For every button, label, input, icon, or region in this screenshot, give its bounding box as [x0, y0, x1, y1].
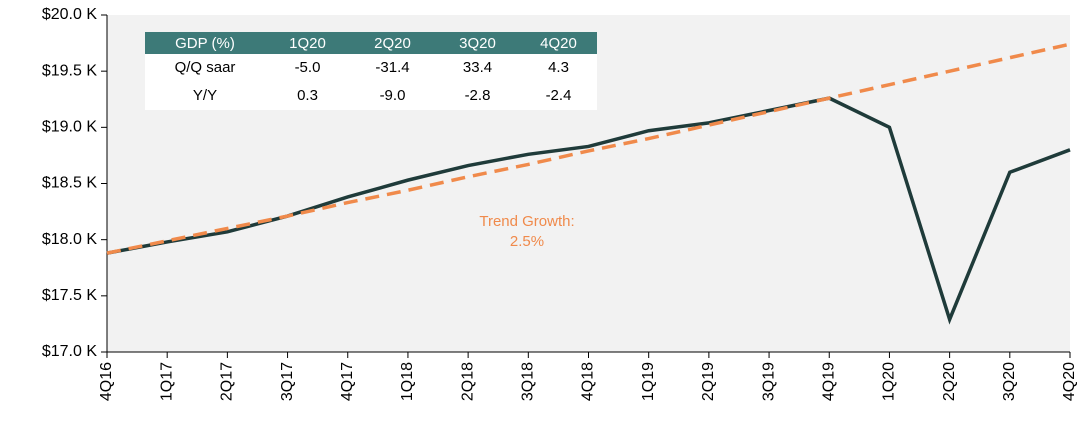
table-header-cell: GDP (%): [175, 35, 235, 52]
x-tick-label: 4Q16: [98, 362, 115, 401]
x-tick-label: 2Q18: [459, 362, 476, 401]
x-tick-label: 4Q19: [820, 362, 837, 401]
annotation: Trend Growth:: [479, 213, 574, 230]
x-tick-label: 2Q20: [941, 362, 958, 401]
y-tick-label: $18.5 K: [42, 175, 97, 192]
table-header: [145, 32, 597, 54]
y-tick-label: $20.0 K: [42, 6, 97, 23]
x-tick-label: 1Q18: [399, 362, 416, 401]
series-line: [106, 42, 1071, 255]
x-tick-label: 4Q20: [1061, 362, 1078, 401]
table-header-cell: 1Q20: [289, 35, 326, 52]
table-cell: -2.8: [465, 87, 491, 104]
table-header-cell: 4Q20: [540, 35, 577, 52]
table-header-cell: 3Q20: [459, 35, 496, 52]
x-tick-label: 2Q19: [700, 362, 717, 401]
x-tick-label: 1Q17: [158, 362, 175, 401]
table-cell: 4.3: [548, 59, 569, 76]
x-tick-label: 4Q17: [339, 362, 356, 401]
table-cell: -9.0: [380, 87, 406, 104]
table-cell: Q/Q saar: [175, 59, 236, 76]
x-tick-label: 3Q20: [1001, 362, 1018, 401]
y-tick-label: $17.5 K: [42, 287, 97, 304]
y-tick-label: $17.0 K: [42, 343, 97, 360]
x-tick-label: 4Q18: [580, 362, 597, 401]
table-cell: 0.3: [297, 87, 318, 104]
x-tick-label: 1Q20: [881, 362, 898, 401]
y-tick-label: $19.0 K: [42, 119, 97, 136]
y-tick-label: $19.5 K: [42, 62, 97, 79]
table-cell: 33.4: [463, 59, 492, 76]
x-tick-label: 3Q19: [760, 362, 777, 401]
annotation: 2.5%: [510, 233, 544, 250]
x-tick-label: 2Q17: [219, 362, 236, 401]
table-cell: -31.4: [375, 59, 409, 76]
table-cell: -2.4: [546, 87, 572, 104]
x-tick-label: 1Q19: [640, 362, 657, 401]
x-tick-label: 3Q18: [520, 362, 537, 401]
table-cell: Y/Y: [193, 87, 217, 104]
x-tick-label: 3Q17: [279, 362, 296, 401]
y-tick-label: $18.0 K: [42, 231, 97, 248]
table-cell: -5.0: [295, 59, 321, 76]
table-header-cell: 2Q20: [374, 35, 411, 52]
